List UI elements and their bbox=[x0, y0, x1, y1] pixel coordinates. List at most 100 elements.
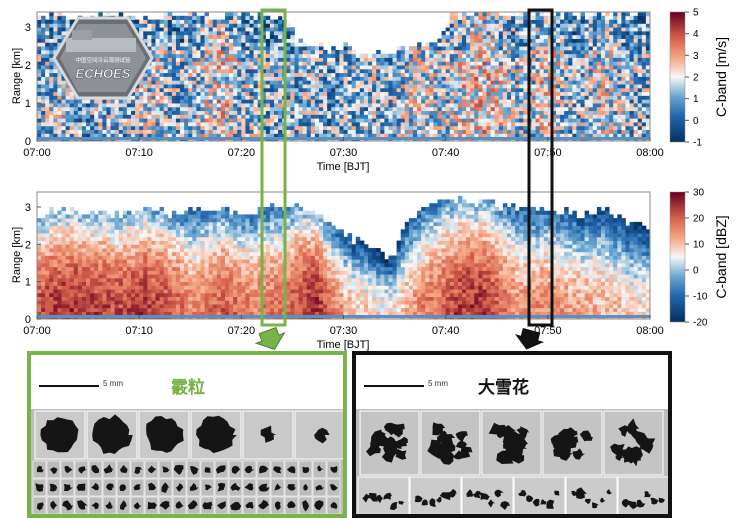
particle-image bbox=[303, 484, 308, 491]
colorbar-label: C-band [m/s] bbox=[713, 37, 729, 117]
x-axis-label: Time [BJT] bbox=[317, 339, 370, 351]
particle-image bbox=[244, 465, 255, 474]
particle-image bbox=[314, 500, 324, 511]
particle-image bbox=[230, 501, 242, 511]
colorbar-tick-label: 4 bbox=[693, 29, 699, 40]
colorbar-tick-label: -10 bbox=[693, 292, 708, 303]
particle-image bbox=[36, 502, 44, 511]
x-tick-label: 07:20 bbox=[228, 147, 256, 159]
particle-image bbox=[362, 493, 371, 503]
particle-image bbox=[644, 491, 651, 498]
black-arrow-icon bbox=[515, 328, 545, 350]
particle-image bbox=[217, 501, 227, 510]
y-tick-label: 3 bbox=[25, 202, 31, 214]
x-tick-label: 08:00 bbox=[636, 325, 664, 337]
particle-image bbox=[437, 445, 453, 464]
particle-image bbox=[274, 501, 281, 511]
particle-image bbox=[187, 500, 198, 510]
particle-image bbox=[106, 483, 114, 491]
particle-image bbox=[260, 425, 277, 443]
particle-image bbox=[92, 414, 133, 454]
particle-image bbox=[105, 501, 113, 509]
colorbar-tick-label: 30 bbox=[693, 188, 705, 199]
x-tick-label: 07:50 bbox=[534, 147, 562, 159]
particle-image bbox=[36, 465, 44, 473]
velocity-colorbar: 5 4 3 2 1 0 -1 C-band [m/s] bbox=[669, 8, 729, 149]
colorbar-tick-label: 10 bbox=[693, 240, 705, 251]
particle-image bbox=[366, 441, 381, 457]
particle-image bbox=[119, 484, 127, 491]
graupel-particle-images bbox=[31, 409, 343, 514]
particle-image bbox=[432, 422, 446, 436]
x-tick-label: 07:00 bbox=[23, 325, 51, 337]
particle-image bbox=[49, 467, 59, 475]
particle-image bbox=[500, 501, 510, 510]
reflectivity-plot: 07:00 07:10 07:20 07:30 07:40 07:50 08:00 0 1 2 3… bbox=[11, 191, 664, 351]
particle-image bbox=[540, 499, 547, 505]
particle-image bbox=[455, 441, 468, 449]
particle-image bbox=[376, 494, 384, 504]
particle-image bbox=[91, 482, 100, 491]
x-tick-label: 07:10 bbox=[125, 147, 153, 159]
particle-image bbox=[302, 466, 310, 474]
particle-image bbox=[636, 499, 646, 508]
y-tick-label: 1 bbox=[25, 98, 31, 110]
particle-image bbox=[147, 465, 157, 474]
particle-image bbox=[371, 434, 386, 447]
graupel-title: 霰粒 bbox=[171, 378, 205, 397]
x-tick-label: 07:40 bbox=[432, 325, 460, 337]
radar-figure: 07:00 07:10 07:20 07:30 07:40 07:50 08:00 0 1 2 3… bbox=[11, 8, 729, 352]
colorbar-tick-label: 5 bbox=[693, 8, 699, 19]
snowflake-highlight-box bbox=[527, 8, 554, 327]
particle-image bbox=[78, 466, 87, 474]
particle-image bbox=[133, 502, 142, 510]
colorbar-tick-label: 20 bbox=[693, 214, 705, 225]
particle-image bbox=[244, 483, 254, 491]
particle-image bbox=[466, 489, 474, 497]
particle-image bbox=[563, 441, 572, 453]
particle-image bbox=[259, 465, 269, 474]
particle-image bbox=[369, 492, 378, 502]
particle-image bbox=[650, 497, 660, 505]
particle-image bbox=[518, 489, 527, 497]
y-tick-label: 2 bbox=[25, 239, 31, 251]
particle-image bbox=[447, 488, 457, 498]
particle-image bbox=[91, 502, 100, 510]
x-tick-label: 07:00 bbox=[23, 147, 51, 159]
x-axis-label: Time [BJT] bbox=[317, 161, 370, 173]
colorbar-tick-label: -1 bbox=[693, 138, 702, 149]
particle-image bbox=[302, 500, 310, 512]
particle-image bbox=[77, 500, 88, 510]
particle-image bbox=[64, 484, 73, 492]
snowflake-particle-images bbox=[356, 409, 668, 514]
particle-image bbox=[230, 482, 241, 491]
colorbar-tick-label: 1 bbox=[693, 94, 699, 105]
particle-image bbox=[392, 441, 402, 449]
particle-image bbox=[639, 436, 656, 454]
particle-image bbox=[502, 439, 512, 450]
particle-image bbox=[550, 434, 565, 445]
particle-image bbox=[204, 484, 212, 491]
particle-image bbox=[488, 499, 496, 508]
scale-bar bbox=[39, 385, 99, 387]
particle-image bbox=[62, 500, 73, 511]
particle-image bbox=[592, 502, 600, 509]
particle-image bbox=[459, 446, 473, 459]
logo-text: ECHOES bbox=[76, 66, 131, 81]
particle-image bbox=[148, 482, 157, 491]
particle-image bbox=[414, 495, 423, 503]
particle-image bbox=[133, 484, 141, 491]
particle-image bbox=[480, 492, 490, 500]
particle-image bbox=[245, 502, 254, 509]
graupel-image-panel: 5 mm 霰粒 bbox=[27, 351, 347, 518]
x-tick-label: 07:10 bbox=[125, 325, 153, 337]
y-axis-label: Range [km] bbox=[11, 227, 23, 283]
particle-image bbox=[204, 467, 211, 473]
graupel-highlight-box bbox=[260, 8, 287, 327]
logo-subtitle: 中国空间冷云观测试验 bbox=[75, 56, 131, 64]
y-tick-label: 1 bbox=[25, 277, 31, 289]
particle-image bbox=[202, 501, 213, 510]
particle-image bbox=[381, 446, 400, 463]
x-tick-label: 07:40 bbox=[432, 147, 460, 159]
particle-image bbox=[173, 464, 184, 475]
